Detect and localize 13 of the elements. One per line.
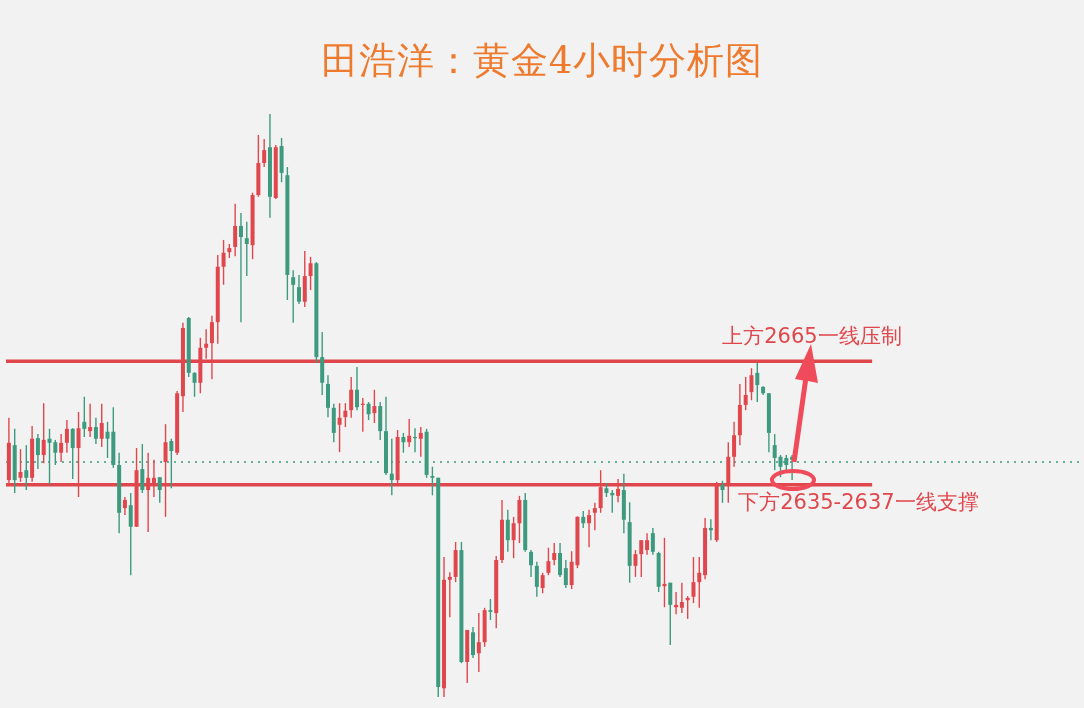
candlestick [679, 582, 684, 614]
candlestick [587, 509, 592, 548]
ref-line-label: 上方2665一线压制 [722, 324, 902, 349]
candlestick [447, 572, 452, 618]
candlestick [238, 213, 243, 323]
candlestick [476, 613, 481, 672]
candlestick [88, 403, 93, 437]
chart-title: 田浩洋：黄金4小时分析图 [319, 38, 765, 84]
candlestick [59, 434, 64, 463]
candlestick [418, 427, 423, 457]
candlestick [592, 502, 597, 531]
ref-line-label: 下方2635-2637一线支撑 [738, 489, 979, 514]
candlestick [291, 270, 296, 323]
